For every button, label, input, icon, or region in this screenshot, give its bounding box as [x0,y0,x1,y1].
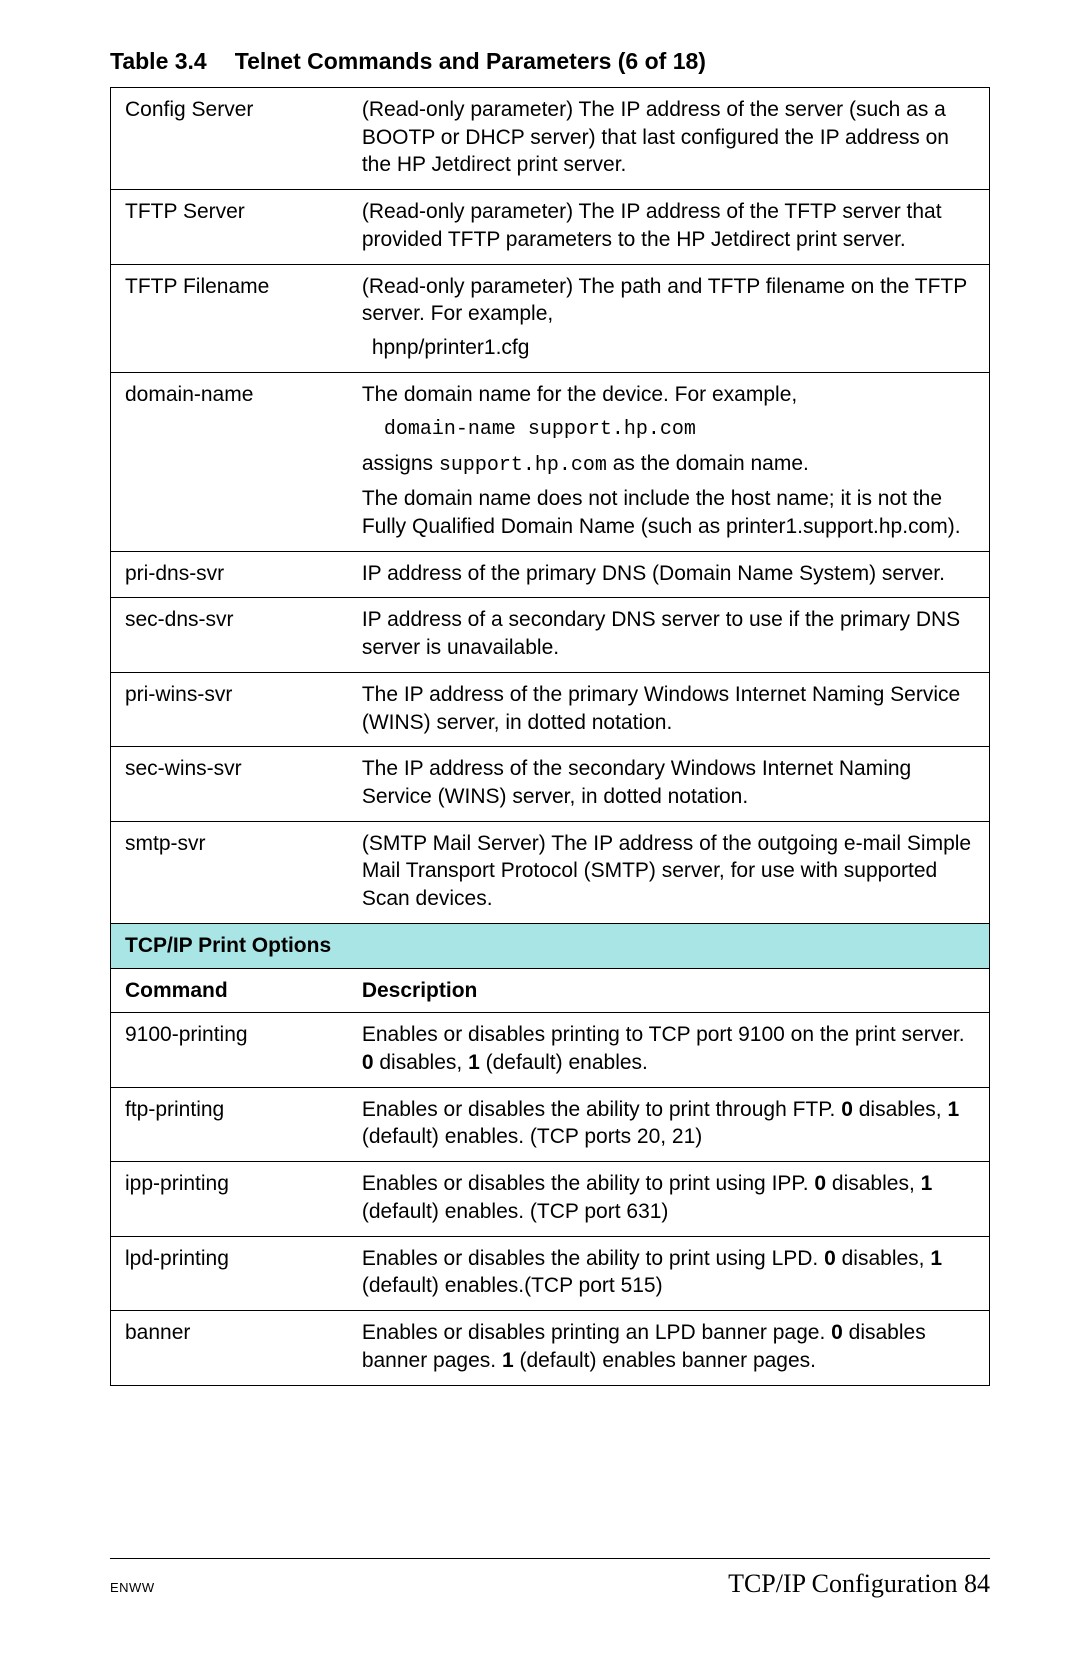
section-header-cell: TCP/IP Print Options [111,923,990,968]
desc-paragraph: The IP address of the secondary Windows … [362,755,977,810]
desc-paragraph: (SMTP Mail Server) The IP address of the… [362,830,977,913]
desc-paragraph: Enables or disables printing an LPD bann… [362,1319,977,1374]
command-cell: smtp-svr [111,821,348,923]
description-cell: Enables or disables the ability to print… [348,1162,990,1236]
section-header-row: TCP/IP Print Options [111,923,990,968]
command-cell: TFTP Server [111,190,348,264]
table-row: smtp-svr(SMTP Mail Server) The IP addres… [111,821,990,923]
footer-rule [110,1558,990,1559]
desc-paragraph: assigns support.hp.com as the domain nam… [362,450,977,479]
desc-paragraph: IP address of a secondary DNS server to … [362,606,977,661]
description-cell: IP address of a secondary DNS server to … [348,598,990,672]
command-cell: sec-wins-svr [111,747,348,821]
desc-paragraph: The domain name does not include the hos… [362,485,977,540]
footer-page-number: 84 [964,1569,990,1598]
command-cell: pri-dns-svr [111,551,348,598]
command-cell: pri-wins-svr [111,672,348,746]
description-cell: The IP address of the primary Windows In… [348,672,990,746]
description-cell: (SMTP Mail Server) The IP address of the… [348,821,990,923]
description-cell: Enables or disables the ability to print… [348,1087,990,1161]
footer-right: TCP/IP Configuration 84 [728,1569,990,1599]
table-row: Config Server(Read-only parameter) The I… [111,88,990,190]
desc-paragraph: (Read-only parameter) The IP address of … [362,198,977,253]
command-cell: banner [111,1311,348,1385]
desc-paragraph: (Read-only parameter) The path and TFTP … [362,273,977,328]
table-title: Table 3.4 Telnet Commands and Parameters … [110,48,990,75]
description-cell: The domain name for the device. For exam… [348,372,990,551]
table-row: lpd-printing Enables or disables the abil… [111,1236,990,1310]
command-cell: sec-dns-svr [111,598,348,672]
table-row: 9100-printing Enables or disables printin… [111,1013,990,1087]
table-row: ipp-printing Enables or disables the abil… [111,1162,990,1236]
command-cell: ftp-printing [111,1087,348,1161]
table-row: ftp-printing Enables or disables the abil… [111,1087,990,1161]
desc-paragraph: Enables or disables the ability to print… [362,1170,977,1225]
description-cell: (Read-only parameter) The IP address of … [348,88,990,190]
table-row: sec-wins-svr The IP address of the second… [111,747,990,821]
table-row: TFTP Filename (Read-only parameter) The p… [111,264,990,372]
desc-paragraph: Enables or disables the ability to print… [362,1245,977,1300]
table-name: Telnet Commands and Parameters (6 of 18) [235,48,706,74]
table-row: pri-dns-svr IP address of the primary DNS… [111,551,990,598]
footer-section-title: TCP/IP Configuration [728,1569,957,1598]
command-cell: Config Server [111,88,348,190]
table-row: domain-name The domain name for the devic… [111,372,990,551]
command-cell: TFTP Filename [111,264,348,372]
desc-paragraph: Enables or disables printing to TCP port… [362,1021,977,1076]
command-cell: ipp-printing [111,1162,348,1236]
table-row: banner Enables or disables printing an LP… [111,1311,990,1385]
page-footer: ENWW TCP/IP Configuration 84 [110,1558,990,1599]
command-cell: 9100-printing [111,1013,348,1087]
table-row: sec-dns-svr IP address of a secondary DNS… [111,598,990,672]
desc-paragraph: Enables or disables the ability to print… [362,1096,977,1151]
footer-left: ENWW [110,1580,155,1595]
desc-paragraph: IP address of the primary DNS (Domain Na… [362,560,977,588]
description-cell: IP address of the primary DNS (Domain Na… [348,551,990,598]
description-cell: (Read-only parameter) The IP address of … [348,190,990,264]
desc-paragraph: hpnp/printer1.cfg [362,334,977,362]
desc-paragraph: The IP address of the primary Windows In… [362,681,977,736]
column-header-row: CommandDescription [111,968,990,1013]
description-cell: The IP address of the secondary Windows … [348,747,990,821]
description-cell: Enables or disables the ability to print… [348,1236,990,1310]
table-number: Table 3.4 [110,48,207,74]
description-cell: Enables or disables printing an LPD bann… [348,1311,990,1385]
column-header-command: Command [111,968,348,1013]
desc-paragraph: domain-name support.hp.com [362,414,977,443]
command-cell: lpd-printing [111,1236,348,1310]
column-header-description: Description [348,968,990,1013]
desc-paragraph: The domain name for the device. For exam… [362,381,977,409]
telnet-table: Config Server(Read-only parameter) The I… [110,87,990,1386]
command-cell: domain-name [111,372,348,551]
description-cell: (Read-only parameter) The path and TFTP … [348,264,990,372]
description-cell: Enables or disables printing to TCP port… [348,1013,990,1087]
table-row: pri-wins-svr The IP address of the primar… [111,672,990,746]
desc-paragraph: (Read-only parameter) The IP address of … [362,96,977,179]
table-row: TFTP Server (Read-only parameter) The IP … [111,190,990,264]
